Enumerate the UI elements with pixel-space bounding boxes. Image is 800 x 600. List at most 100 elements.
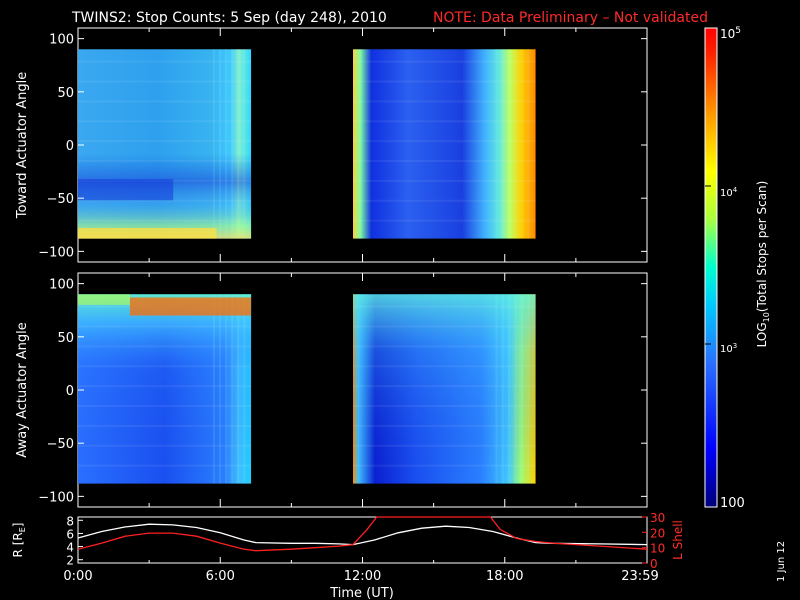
away-streak xyxy=(527,294,530,484)
away-band xyxy=(78,325,252,328)
away-streak xyxy=(243,294,246,484)
orbit-xtick-label: 18:00 xyxy=(486,569,523,584)
away-heatmap-panel: 100 50 0 −50 −100 Away Actuator Angle xyxy=(15,272,648,508)
away-streak xyxy=(225,294,228,484)
orbit-ytick-right-label: 10 xyxy=(650,542,665,556)
toward-low-band xyxy=(78,179,174,201)
orbit-ytick-right-label: 0 xyxy=(650,557,658,571)
toward-band xyxy=(353,120,536,123)
away-data-block-1-shade xyxy=(78,294,252,484)
toward-band xyxy=(78,199,252,202)
orbit-ytick-left-label: 4 xyxy=(66,541,74,555)
toward-streak xyxy=(225,49,228,239)
away-band xyxy=(78,385,252,388)
colorbar-mid-label: 104 xyxy=(720,186,738,199)
toward-streak xyxy=(243,49,246,239)
orbit-xtick-label: 12:00 xyxy=(344,569,381,584)
toward-streak xyxy=(212,49,215,239)
toward-streak xyxy=(520,49,523,239)
toward-band xyxy=(353,100,536,103)
orbit-plot-frame xyxy=(77,516,648,564)
away-ytick-label: 100 xyxy=(49,278,74,293)
away-streak xyxy=(237,294,240,484)
toward-ylabel: Toward Actuator Angle xyxy=(15,72,30,219)
toward-edge-band xyxy=(78,227,217,239)
away-streak xyxy=(231,294,234,484)
away-ytick-label: 0 xyxy=(66,384,74,399)
toward-band xyxy=(78,80,252,83)
toward-band xyxy=(78,60,252,63)
toward-streak xyxy=(495,49,498,239)
toward-band xyxy=(78,140,252,143)
orbit-ytick-right-label: 30 xyxy=(650,511,665,525)
away-band xyxy=(353,325,536,328)
toward-streak xyxy=(501,49,504,239)
away-streak xyxy=(520,294,523,484)
orbit-ylabel-left: R [RE] xyxy=(11,523,27,558)
away-band xyxy=(353,444,536,447)
away-ytick-label: −100 xyxy=(38,490,74,505)
colorbar-axis-label: LOG10(Total Stops per Scan) xyxy=(755,181,771,348)
away-high-band xyxy=(129,297,252,316)
toward-band xyxy=(353,219,536,222)
away-streak xyxy=(495,294,498,484)
away-band xyxy=(353,305,536,308)
away-band xyxy=(353,424,536,427)
orbit-xtick-label: 23:59 xyxy=(621,569,658,584)
toward-streak xyxy=(527,49,530,239)
toward-band xyxy=(353,160,536,163)
toward-band xyxy=(78,100,252,103)
away-band xyxy=(78,424,252,427)
toward-streak xyxy=(237,49,240,239)
away-streak xyxy=(219,294,222,484)
away-band xyxy=(353,345,536,348)
toward-ytick-label: −50 xyxy=(47,192,74,207)
chart-note: NOTE: Data Preliminary – Not validated xyxy=(433,10,708,26)
away-band xyxy=(353,405,536,408)
away-band xyxy=(78,405,252,408)
colorbar-bottom-label: 100 xyxy=(720,496,745,511)
away-band xyxy=(78,345,252,348)
away-data-block-2-shade xyxy=(353,294,536,484)
time-xlabel: Time (UT) xyxy=(329,586,394,600)
toward-ytick-label: −100 xyxy=(38,245,74,260)
orbit-ytick-left-label: 6 xyxy=(66,527,74,541)
colorbar: 105 104 103 100 LOG10(Total Stops per Sc… xyxy=(704,26,771,511)
colorbar-low-label: 103 xyxy=(720,342,737,355)
away-band xyxy=(353,365,536,368)
orbit-ytick-left-label: 8 xyxy=(66,514,74,528)
orbit-xtick-label: 6:00 xyxy=(206,569,235,584)
away-high-band-left xyxy=(78,294,130,305)
away-band xyxy=(78,365,252,368)
colorbar-gradient xyxy=(704,27,718,508)
toward-data-block-2 xyxy=(353,49,536,239)
away-band xyxy=(353,385,536,388)
toward-streak xyxy=(514,49,517,239)
orbit-ylabel-right: L Shell xyxy=(671,520,685,560)
footer-date: 1 Jun 12 xyxy=(776,541,787,582)
toward-streak xyxy=(508,49,511,239)
toward-band xyxy=(353,60,536,63)
toward-data-block-1-shade xyxy=(78,49,252,239)
away-ytick-label: −50 xyxy=(47,437,74,452)
toward-streak xyxy=(231,49,234,239)
toward-ytick-label: 50 xyxy=(57,86,74,101)
toward-ytick-label: 100 xyxy=(49,33,74,48)
away-ytick-label: 50 xyxy=(57,331,74,346)
toward-streak xyxy=(219,49,222,239)
toward-heatmap-panel: 100 50 0 −50 −100 Toward Actuator Angle xyxy=(15,27,648,263)
orbit-xtick-label: 0:00 xyxy=(63,569,92,584)
toward-band xyxy=(353,80,536,83)
away-streak xyxy=(501,294,504,484)
toward-band xyxy=(78,160,252,163)
toward-band xyxy=(78,120,252,123)
orbit-ytick-right-label: 20 xyxy=(650,526,665,540)
orbit-series-L xyxy=(77,516,648,552)
orbit-ytick-left-label: 2 xyxy=(66,554,74,568)
chart-title: TWINS2: Stop Counts: 5 Sep (day 248), 20… xyxy=(71,10,387,26)
away-ylabel: Away Actuator Angle xyxy=(15,322,30,457)
toward-ytick-label: 0 xyxy=(66,139,74,154)
away-band xyxy=(78,444,252,447)
toward-band xyxy=(353,140,536,143)
